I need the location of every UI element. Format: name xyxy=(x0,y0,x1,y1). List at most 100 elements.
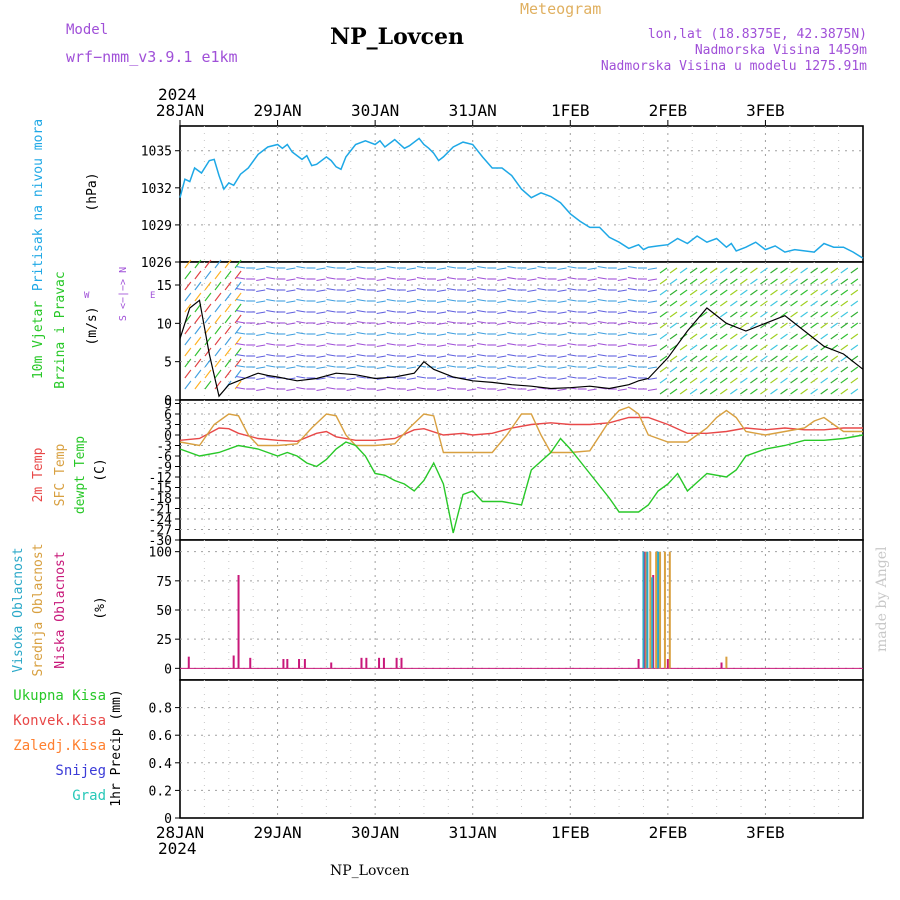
wind-arrow xyxy=(236,287,246,291)
y-tick-label: 10 xyxy=(156,317,172,332)
wind-arrow xyxy=(740,366,748,373)
wind-arrow xyxy=(587,344,597,348)
wind-arrow xyxy=(214,358,222,368)
wind-arrow xyxy=(810,289,818,296)
wind-arrow xyxy=(326,375,336,379)
wind-arrow xyxy=(679,300,688,307)
wind-arrow xyxy=(810,377,818,384)
wind-arrow xyxy=(236,320,246,324)
cloud-ylabel-mid: Srednja Oblacnost xyxy=(31,543,46,676)
wind-arrow xyxy=(820,377,829,384)
wind-arrow xyxy=(346,388,356,392)
wind-arrow xyxy=(527,322,537,326)
wind-arrow xyxy=(740,289,748,296)
wind-arrow xyxy=(679,355,688,362)
mid-cloud-bar xyxy=(725,656,728,669)
sfc-temp-line xyxy=(179,406,863,454)
wind-arrow xyxy=(326,298,336,302)
wind-arrow xyxy=(204,314,212,324)
wind-arrow xyxy=(446,364,457,368)
wind-arrow xyxy=(537,287,547,291)
wind-arrow xyxy=(234,281,242,291)
wind-arrow xyxy=(557,289,567,293)
wind-arrow xyxy=(316,300,326,304)
day-label-bottom: 1FEB xyxy=(551,823,590,842)
wind-arrow xyxy=(296,309,306,313)
wind-arrow xyxy=(236,342,246,346)
wind-arrow xyxy=(527,278,537,282)
wind-arrow xyxy=(810,311,818,318)
wind-arrow xyxy=(689,289,698,296)
wind-arrow xyxy=(416,309,427,313)
cloud-panel: 0 25 50 75 100 xyxy=(149,539,864,681)
wind-arrow xyxy=(760,289,768,296)
wind-arrow xyxy=(820,311,829,318)
wind-arrow xyxy=(800,388,808,395)
wind-arrow xyxy=(286,289,296,293)
y-tick-label: -21 xyxy=(149,503,172,518)
wind-arrow xyxy=(234,358,242,368)
wind-arrow xyxy=(326,276,336,280)
wind-arrow xyxy=(750,278,758,285)
wind-arrow xyxy=(699,311,708,318)
wind-arrow xyxy=(194,314,202,324)
wind-arrow xyxy=(286,344,296,348)
wind-arrow xyxy=(497,289,507,293)
wind-arrow xyxy=(790,388,798,395)
wind-arrow xyxy=(234,259,242,269)
wind-arrow xyxy=(830,267,839,274)
wind-arrow xyxy=(467,278,477,282)
wind-arrow xyxy=(214,325,222,335)
model-elevation-label: Nadmorska Visina u modelu 1275.91m xyxy=(601,59,867,74)
wind-arrow xyxy=(386,386,396,390)
wind-arrow xyxy=(214,347,222,357)
wind-arrow xyxy=(627,364,637,368)
wind-arrow xyxy=(840,322,849,329)
wind-arrow xyxy=(790,311,798,318)
wind-arrow xyxy=(477,386,487,390)
wind-arrow xyxy=(356,342,366,346)
y-tick-label: 0.2 xyxy=(149,784,172,799)
wind-arrow xyxy=(214,314,222,324)
wind-arrow xyxy=(820,388,829,395)
high-cloud-bar xyxy=(651,577,654,669)
wind-arrow xyxy=(467,377,477,381)
wind-arrow xyxy=(507,331,517,335)
wind-arrow xyxy=(296,331,306,335)
y-tick-label: 0.6 xyxy=(149,729,172,744)
day-label-top: 3FEB xyxy=(746,101,785,120)
wind-arrow xyxy=(477,353,487,357)
wind-arrow xyxy=(780,311,788,318)
wind-arrow xyxy=(204,336,212,346)
wind-arrow xyxy=(507,342,517,346)
wind-arrow xyxy=(386,331,396,335)
pressure-ylabel: Pritisak na nivou mora xyxy=(31,119,46,291)
wind-arrow xyxy=(830,333,839,340)
wind-arrow xyxy=(507,375,517,379)
wind-arrow xyxy=(256,366,266,370)
wind-arrow xyxy=(386,287,396,291)
wind-arrow xyxy=(256,267,266,271)
wind-arrow xyxy=(627,276,637,280)
wind-arrow xyxy=(729,289,738,296)
wind-arrow xyxy=(820,300,829,307)
wind-arrow xyxy=(780,278,788,285)
wind-arrow xyxy=(659,355,668,362)
wind-arrow xyxy=(729,344,738,351)
wind-arrow xyxy=(436,377,447,381)
wind-arrow xyxy=(557,333,567,337)
wind-arrow xyxy=(446,331,457,335)
wind-arrow xyxy=(647,333,658,337)
wind-arrow xyxy=(760,355,768,362)
wind-arrow xyxy=(669,366,678,373)
wind-arrow xyxy=(810,300,818,307)
y-tick-label: 100 xyxy=(149,546,172,561)
wind-arrow xyxy=(194,336,202,346)
wind-arrow xyxy=(204,380,212,390)
wind-arrow xyxy=(729,278,738,285)
wind-arrow xyxy=(840,366,849,373)
wind-arrow xyxy=(416,265,427,269)
wind-arrow xyxy=(719,355,728,362)
wind-arrow xyxy=(296,265,306,269)
